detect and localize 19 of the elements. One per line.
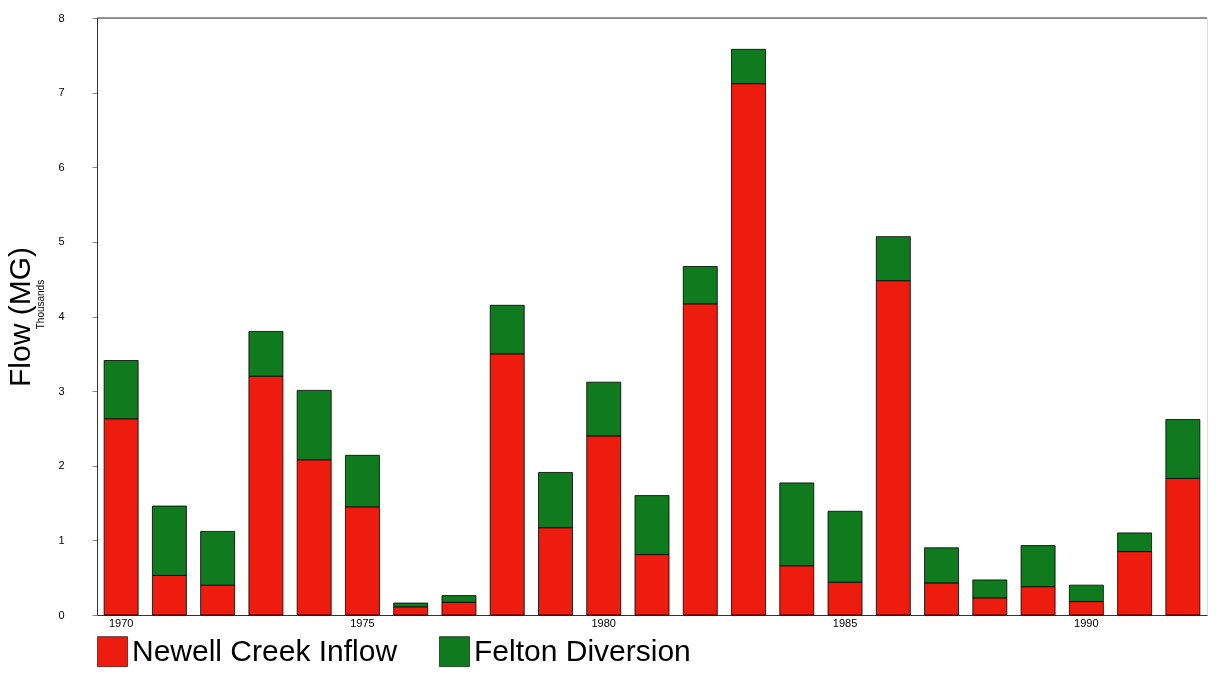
y-tick-label: 2 (58, 459, 65, 472)
y-tick-label: 6 (58, 160, 65, 173)
y-tick-label: 7 (58, 86, 65, 99)
x-tick-label: 1975 (350, 616, 375, 629)
y-tick-label: 4 (58, 310, 65, 322)
y-tick-label: 8 (58, 11, 65, 24)
x-tick-label: 1990 (1074, 616, 1099, 629)
legend-label: Newell Creek Inflow (132, 633, 398, 667)
y-tick-label: 3 (58, 384, 65, 397)
y-tick-label: 5 (58, 235, 65, 248)
bar (393, 606, 429, 616)
x-tick-label: 1980 (591, 616, 616, 629)
y-axis-title: Flow (MG) (3, 247, 37, 387)
y-tick-label: 1 (58, 533, 65, 546)
legend-label: Felton Diversion (474, 633, 691, 667)
text: Thousands (35, 279, 46, 330)
x-tick-label: 1970 (108, 616, 134, 629)
y-tick-label: 0 (58, 608, 65, 621)
x-tick-label: 1985 (832, 616, 858, 629)
